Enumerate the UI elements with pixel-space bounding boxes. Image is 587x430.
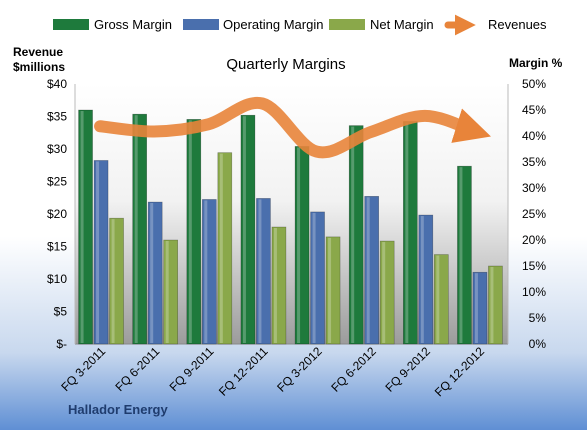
right-tick-label: 10% xyxy=(522,285,546,299)
chart-title: Quarterly Margins xyxy=(226,56,345,73)
bar-highlight-gross-margin xyxy=(351,126,355,343)
bar-operating-margin xyxy=(310,211,325,345)
bar-operating-margin xyxy=(202,199,217,345)
bar-net-margin xyxy=(379,240,395,345)
bar-highlight-operating-margin xyxy=(204,200,208,343)
bar-gross-margin xyxy=(240,114,256,345)
legend-label-gross-margin: Gross Margin xyxy=(94,17,172,32)
bar-highlight-net-margin xyxy=(273,228,277,343)
bar-highlight-gross-margin xyxy=(188,120,192,343)
bar-operating-margin xyxy=(256,198,271,345)
bar-highlight-gross-margin xyxy=(80,111,84,343)
left-axis-title-line1: Revenue xyxy=(13,45,63,59)
left-tick-label: $5 xyxy=(54,305,68,319)
bar-highlight-operating-margin xyxy=(366,197,370,343)
bar-gross-margin xyxy=(186,119,202,345)
bar-net-margin xyxy=(163,239,178,345)
right-tick-label: 50% xyxy=(522,77,546,91)
revenue-series xyxy=(94,96,491,159)
bar-net-margin xyxy=(434,254,449,345)
left-tick-label: $- xyxy=(56,337,67,351)
bar-highlight-net-margin xyxy=(436,255,440,343)
bar-operating-margin xyxy=(93,160,109,345)
left-tick-label: $25 xyxy=(47,175,67,189)
legend-item-revenues: Revenues xyxy=(444,14,547,36)
right-tick-label: 30% xyxy=(522,181,546,195)
legend-label-revenues: Revenues xyxy=(488,17,547,32)
left-tick-label: $30 xyxy=(47,142,67,156)
right-tick-label: 40% xyxy=(522,129,546,143)
bar-highlight-gross-margin xyxy=(242,116,246,343)
left-axis-ticks: $- $5 $10 $15 $20 $25 $30 $35 $40 xyxy=(47,77,67,351)
legend-swatch-net-margin xyxy=(329,19,365,30)
bar-series xyxy=(78,109,503,345)
bar-highlight-gross-margin xyxy=(459,167,463,343)
bar-highlight-gross-margin xyxy=(134,115,138,343)
right-tick-label: 35% xyxy=(522,155,546,169)
bar-highlight-operating-margin xyxy=(474,273,478,343)
bar-highlight-operating-margin xyxy=(258,199,262,343)
bar-highlight-net-margin xyxy=(328,237,332,343)
bar-highlight-operating-margin xyxy=(312,212,316,343)
bar-highlight-operating-margin xyxy=(96,161,100,343)
legend-swatch-gross-margin xyxy=(53,19,89,30)
bar-highlight-net-margin xyxy=(111,219,115,343)
bar-net-margin xyxy=(325,236,341,345)
legend-label-net-margin: Net Margin xyxy=(370,17,434,32)
bar-net-margin xyxy=(217,152,233,345)
legend: Gross Margin Operating Margin Net Margin… xyxy=(53,14,547,36)
right-tick-label: 15% xyxy=(522,259,546,273)
bar-gross-margin xyxy=(348,125,364,345)
left-tick-label: $40 xyxy=(47,77,67,91)
left-tick-label: $20 xyxy=(47,207,67,221)
bar-operating-margin xyxy=(472,271,488,345)
legend-label-operating-margin: Operating Margin xyxy=(223,17,323,32)
legend-item-operating-margin: Operating Margin xyxy=(183,17,323,32)
company-name: Hallador Energy xyxy=(68,402,168,417)
left-tick-label: $15 xyxy=(47,240,67,254)
left-axis-title-line2: $millions xyxy=(13,60,65,74)
right-axis-title: Margin % xyxy=(509,56,563,70)
bar-net-margin xyxy=(109,217,124,345)
bar-highlight-net-margin xyxy=(490,267,494,343)
bar-highlight-operating-margin xyxy=(150,203,154,343)
bar-highlight-gross-margin xyxy=(297,147,301,343)
legend-item-gross-margin: Gross Margin xyxy=(53,17,172,32)
bar-operating-margin xyxy=(147,201,163,345)
revenue-line xyxy=(94,96,491,159)
bar-highlight-gross-margin xyxy=(405,122,409,343)
right-tick-label: 25% xyxy=(522,207,546,221)
bar-highlight-net-margin xyxy=(382,242,386,343)
bar-operating-margin xyxy=(364,196,379,345)
right-axis-ticks: 0% 5% 10% 15% 20% 25% 30% 35% 40% 45% 50% xyxy=(522,77,546,351)
bar-gross-margin xyxy=(132,113,147,345)
bar-gross-margin xyxy=(457,165,472,345)
bar-net-margin xyxy=(488,265,503,345)
bar-gross-margin xyxy=(78,109,93,345)
bar-highlight-net-margin xyxy=(165,241,169,343)
left-tick-label: $35 xyxy=(47,110,67,124)
right-tick-label: 20% xyxy=(522,233,546,247)
right-tick-label: 5% xyxy=(529,311,547,325)
legend-item-net-margin: Net Margin xyxy=(329,17,434,32)
legend-swatch-operating-margin xyxy=(183,19,219,30)
left-tick-label: $10 xyxy=(47,272,67,286)
bar-highlight-net-margin xyxy=(219,153,223,343)
bar-operating-margin xyxy=(418,214,434,345)
bar-net-margin xyxy=(271,226,287,345)
right-tick-label: 0% xyxy=(529,337,547,351)
bar-highlight-operating-margin xyxy=(420,216,424,343)
right-tick-label: 45% xyxy=(522,103,546,117)
